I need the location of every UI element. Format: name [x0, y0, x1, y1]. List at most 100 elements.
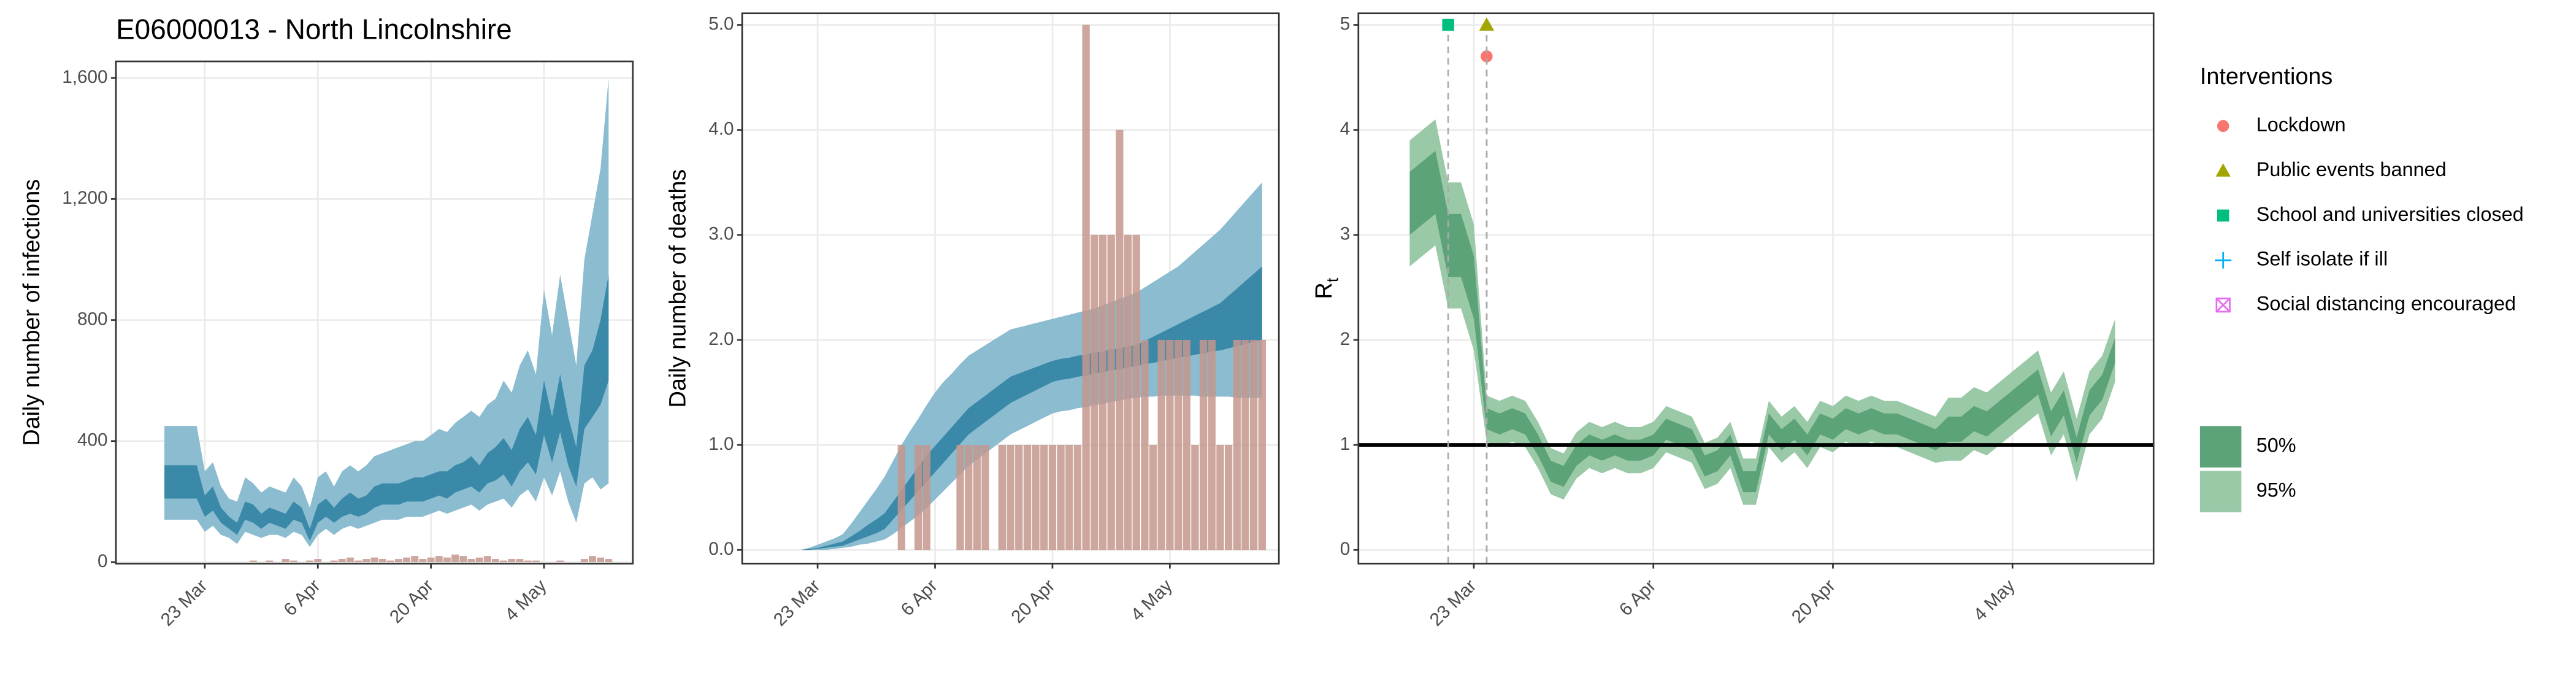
bar: [492, 559, 499, 562]
bar: [1032, 445, 1040, 550]
bar: [1107, 234, 1115, 550]
bar: [922, 445, 931, 550]
bar: [378, 559, 386, 562]
bar: [556, 560, 564, 562]
bar: [1040, 445, 1048, 550]
bar: [981, 445, 989, 550]
bar: [289, 560, 297, 562]
y-axis-label: Daily number of infections: [19, 179, 45, 446]
y-tick-label: 800: [77, 309, 108, 329]
bar: [1057, 445, 1065, 550]
y-axis-label-subscript: t: [1323, 277, 1341, 282]
intervention-marker: [1481, 50, 1493, 63]
legend-label: Social distancing encouraged: [2256, 293, 2516, 315]
legend-symbol: [2215, 252, 2232, 269]
bar: [451, 554, 459, 562]
bar: [1191, 445, 1199, 550]
bar: [1233, 339, 1241, 550]
bar: [508, 559, 516, 562]
legend-swatch: [2199, 426, 2242, 468]
y-tick-label: 1,600: [62, 67, 107, 87]
bar: [419, 559, 427, 562]
bar: [1116, 129, 1124, 550]
bar: [1006, 445, 1014, 550]
bar: [998, 445, 1006, 550]
legend-label: Lockdown: [2256, 114, 2346, 136]
y-tick-label: 4.0: [708, 119, 734, 139]
bar: [1149, 445, 1157, 550]
bar: [1166, 339, 1174, 550]
y-tick-label: 0: [1340, 539, 1351, 559]
legend-label: Public events banned: [2256, 158, 2447, 180]
bar: [1174, 339, 1183, 550]
bar: [973, 445, 981, 550]
bar: [1023, 445, 1032, 550]
legend-label: Self isolate if ill: [2256, 248, 2388, 270]
panel-border: [1357, 12, 2155, 565]
bar: [386, 560, 394, 562]
bar: [475, 557, 483, 562]
bar: [427, 557, 435, 562]
bar: [1199, 339, 1208, 550]
bar: [1015, 445, 1023, 550]
legend-swatch: [2199, 471, 2242, 512]
bar: [1249, 339, 1258, 550]
bar: [1157, 339, 1165, 550]
y-tick-label: 4: [1340, 119, 1351, 139]
bar: [362, 559, 370, 562]
legend-label: 50%: [2256, 434, 2296, 457]
y-tick-label: 1,200: [62, 188, 107, 208]
y-tick-label: 0: [98, 551, 108, 571]
y-tick-label: 3: [1340, 224, 1351, 244]
bar: [914, 445, 922, 550]
legend-title: Interventions: [2200, 64, 2333, 90]
bar: [516, 559, 524, 562]
y-tick-label: 5: [1340, 14, 1351, 34]
bar: [282, 559, 289, 562]
bar: [897, 445, 905, 550]
panel-border: [115, 60, 634, 565]
bar: [1183, 339, 1190, 550]
bar: [1091, 234, 1098, 550]
legend-label: 95%: [2256, 479, 2296, 501]
bar: [1208, 339, 1216, 550]
bar: [1132, 234, 1140, 550]
bar: [1258, 339, 1266, 550]
legend-symbol: [2217, 120, 2229, 133]
legend-symbol: [2215, 297, 2231, 313]
bar: [1224, 445, 1233, 550]
intervention-marker: [1479, 17, 1495, 31]
bar: [500, 560, 508, 562]
bar: [394, 559, 402, 562]
bar: [1241, 339, 1249, 550]
bar: [965, 445, 973, 550]
bar: [1065, 445, 1073, 550]
bar: [605, 559, 613, 562]
y-tick-label: 1: [1340, 434, 1351, 454]
y-tick-label: 2.0: [708, 329, 734, 349]
bar: [355, 560, 362, 562]
y-axis-label: Rt: [1311, 277, 1342, 299]
band: [164, 274, 609, 541]
bar: [483, 556, 491, 562]
y-tick-label: 5.0: [708, 14, 734, 34]
y-axis-label-main: R: [1311, 282, 1337, 299]
bar: [338, 559, 346, 562]
bar: [266, 560, 274, 562]
intervention-marker: [1442, 18, 1454, 31]
bar: [314, 559, 322, 562]
bar: [443, 557, 451, 562]
y-tick-label: 2: [1340, 329, 1351, 349]
y-axis-label: Daily number of deaths: [665, 169, 691, 408]
bar: [532, 560, 540, 562]
panel-border: [741, 12, 1280, 565]
legend-symbol: [2217, 209, 2229, 222]
bar: [597, 557, 605, 562]
bar: [1082, 25, 1090, 550]
bar: [346, 557, 354, 562]
legend-symbol: [2215, 163, 2231, 177]
bar: [1216, 445, 1224, 550]
band: [164, 78, 609, 547]
bar: [411, 556, 419, 562]
